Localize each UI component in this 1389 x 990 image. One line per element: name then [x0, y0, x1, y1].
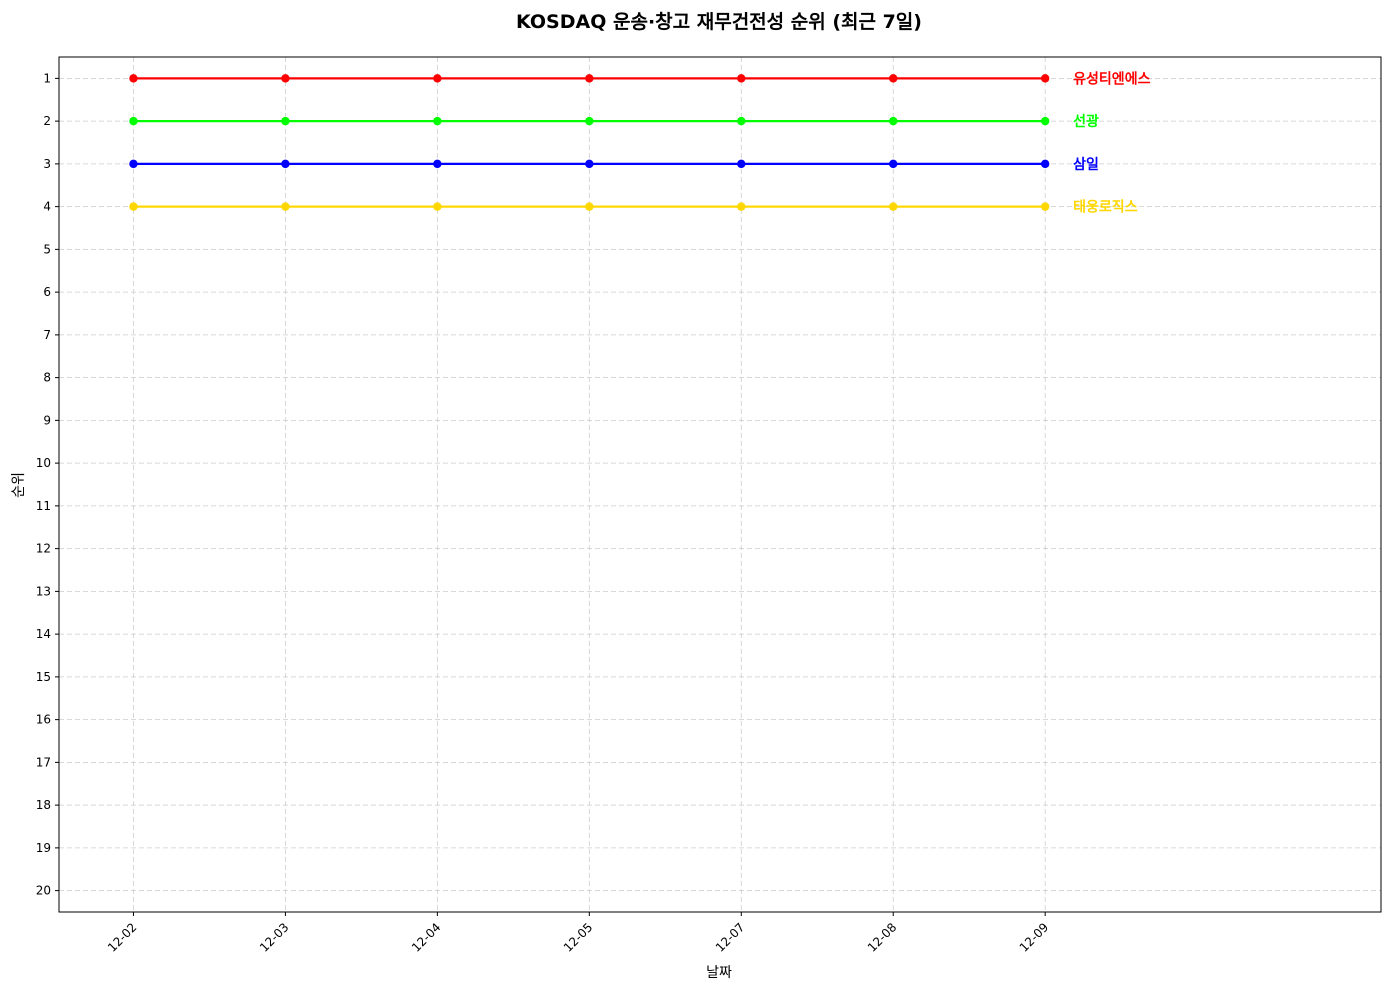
y-axis-label: 순위: [11, 472, 27, 498]
data-point: [433, 116, 442, 126]
y-tick-label: 8: [43, 371, 51, 385]
y-tick-label: 18: [36, 798, 51, 812]
data-point: [1040, 74, 1050, 83]
y-tick-label: 9: [43, 413, 51, 427]
y-tick-label: 11: [36, 499, 51, 513]
data-point: [585, 74, 594, 83]
data-point: [433, 202, 442, 211]
y-tick-label: 1: [43, 71, 51, 85]
data-point: [129, 159, 138, 169]
x-axis-label: 날짜: [706, 965, 732, 981]
y-tick-label: 10: [36, 456, 51, 470]
y-tick-label: 19: [36, 841, 51, 855]
data-point: [129, 74, 138, 83]
data-point: [889, 74, 898, 83]
series-label: 유성티엔에스: [1073, 70, 1150, 87]
series-2: 삼일: [129, 157, 1099, 173]
data-point: [889, 202, 898, 211]
data-point: [585, 159, 594, 169]
data-point: [585, 116, 594, 126]
data-point: [433, 74, 442, 83]
plot-frame: [58, 56, 1382, 913]
y-tick-label: 4: [43, 200, 51, 214]
y-tick-label: 15: [36, 670, 51, 684]
data-point: [281, 116, 290, 126]
data-point: [737, 74, 746, 83]
x-tick-label: 12-03: [257, 920, 292, 955]
y-tick-label: 16: [36, 713, 51, 727]
data-point: [281, 74, 290, 83]
data-point: [737, 116, 746, 126]
data-point: [281, 202, 290, 211]
data-point: [1040, 159, 1050, 169]
x-tick-label: 12-07: [713, 920, 748, 955]
y-tick-label: 14: [36, 627, 51, 641]
series-3: 태웅로직스: [129, 199, 1138, 216]
series-label: 삼일: [1073, 157, 1099, 173]
series-label: 선광: [1073, 113, 1099, 130]
x-axis: 12-02 12-03 12-04 12-05 12-07 12-08 12-09: [105, 912, 1051, 955]
y-tick-label: 2: [43, 114, 51, 128]
y-tick-label: 20: [36, 884, 51, 898]
data-point: [433, 159, 442, 169]
data-point: [737, 159, 746, 169]
data-point: [737, 202, 746, 211]
grid: [59, 57, 1381, 912]
y-tick-label: 5: [43, 242, 51, 256]
y-tick-label: 6: [43, 285, 51, 299]
y-tick-label: 3: [43, 157, 51, 171]
x-tick-label: 12-04: [409, 920, 444, 955]
y-tick-label: 12: [36, 542, 51, 556]
x-tick-label: 12-02: [105, 920, 140, 955]
chart-title: KOSDAQ 운송·창고 재무건전성 순위 (최근 7일): [516, 11, 922, 33]
data-point: [1040, 202, 1050, 211]
y-tick-label: 7: [43, 328, 51, 342]
x-tick-label: 12-05: [561, 920, 596, 955]
series-1: 선광: [129, 113, 1099, 130]
series-label: 태웅로직스: [1073, 199, 1138, 216]
data-point: [889, 159, 898, 169]
data-point: [585, 202, 594, 211]
data-point: [281, 159, 290, 169]
x-tick-label: 12-09: [1017, 920, 1052, 955]
y-tick-label: 17: [36, 755, 51, 769]
x-tick-label: 12-08: [865, 920, 900, 955]
data-point: [129, 202, 138, 211]
data-point: [129, 116, 138, 126]
data-point: [1040, 116, 1050, 126]
y-tick-label: 13: [36, 584, 51, 598]
data-point: [889, 116, 898, 126]
series-0: 유성티엔에스: [129, 70, 1151, 87]
